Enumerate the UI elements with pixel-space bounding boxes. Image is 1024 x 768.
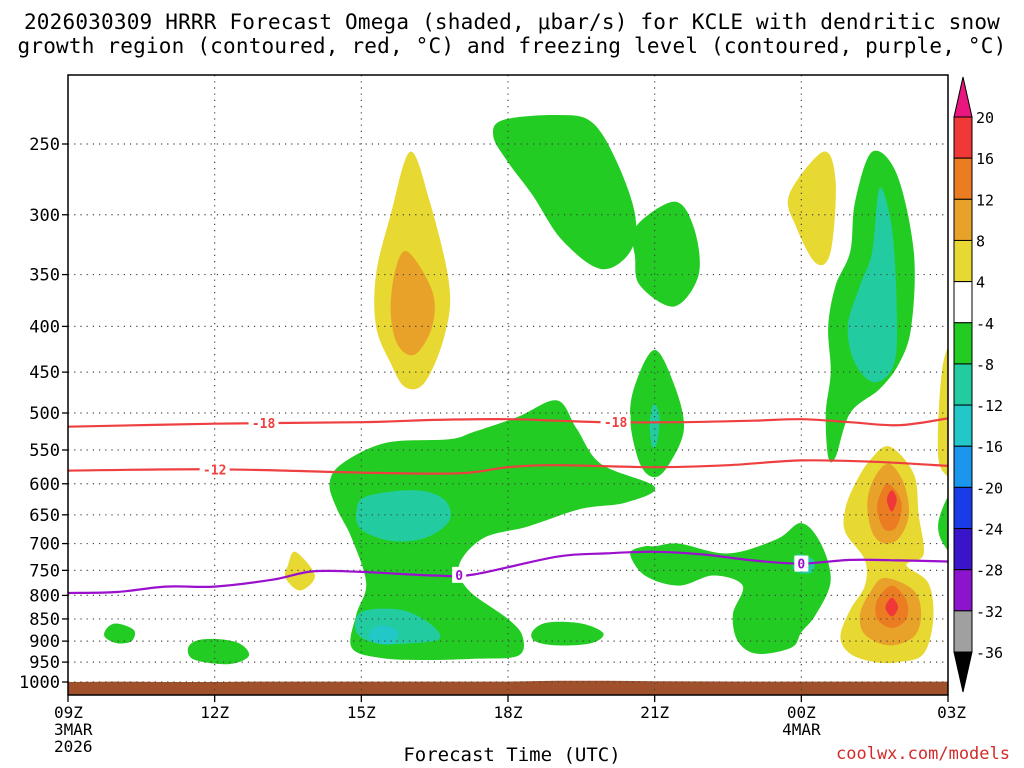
terrain-layer <box>68 680 948 695</box>
x-tick-label-00Z: 00Z <box>787 703 816 722</box>
x-tick-label-09Z: 09Z <box>54 703 83 722</box>
colorbar-label-0: 20 <box>976 109 994 127</box>
colorbar-label-12: -32 <box>976 603 1003 621</box>
y-tick-label-650: 650 <box>29 506 60 526</box>
y-tick-label-800: 800 <box>29 586 60 606</box>
y-tick-label-900: 900 <box>29 632 60 652</box>
isotherm-minus18-line-label-0: -18 <box>252 417 276 432</box>
omega-region-green-0 <box>492 114 637 270</box>
y-tick-label-500: 500 <box>29 404 60 424</box>
isotherm-minus12-line-label-0: -12 <box>203 463 226 478</box>
y-tick-label-950: 950 <box>29 653 60 673</box>
colorbar-box-1 <box>953 157 973 200</box>
colorbar-box-11 <box>953 569 973 612</box>
colorbar-box-2 <box>953 198 973 241</box>
colorbar-box-12 <box>953 610 973 653</box>
y-tick-label-1000: 1000 <box>19 673 60 693</box>
colorbar-box-7 <box>953 404 973 447</box>
colorbar-box-9 <box>953 486 973 530</box>
colorbar-box-0 <box>953 116 973 159</box>
colorbar-box-6 <box>953 363 973 406</box>
y-tick-label-450: 450 <box>29 363 60 383</box>
colorbar-label-3: 8 <box>976 232 985 250</box>
omega-region-green-9 <box>104 623 136 644</box>
chart-title-line-2: growth region (contoured, red, °C) and f… <box>17 34 1007 58</box>
omega-region-teal-13 <box>649 403 660 448</box>
omega-region-green-10 <box>187 638 250 665</box>
colorbar-label-9: -20 <box>976 479 1003 497</box>
omega-colorbar: 20 16 12 8 4 -4 -8 -12 -16 -20 -24 -28 -32 -36 <box>953 76 1003 693</box>
x-tick-label-12Z: 12Z <box>200 703 229 722</box>
y-tick-label-850: 850 <box>29 610 60 630</box>
x-tick-sublabel2-09Z: 2026 <box>54 737 93 756</box>
isotherm-minus12-line-label-bg-0 <box>199 461 230 478</box>
chart-title-line-1: 2026030309 HRRR Forecast Omega (shaded, … <box>23 10 1001 34</box>
omega-region-yellow-8 <box>284 551 315 591</box>
colorbar-box-10 <box>953 528 973 571</box>
pressure-axis: 2503003504004505005506006507007508008509… <box>19 135 68 693</box>
omega-region-red-25 <box>886 490 897 512</box>
colorbar-label-5: -4 <box>976 315 994 333</box>
colorbar-label-1: 16 <box>976 150 994 168</box>
y-tick-label-750: 750 <box>29 561 60 581</box>
x-axis-label: Forecast Time (UTC) <box>403 744 621 766</box>
colorbar-label-6: -8 <box>976 356 994 374</box>
y-tick-label-300: 300 <box>29 206 60 226</box>
omega-region-yellow-16 <box>787 151 836 266</box>
terrain-fill <box>68 680 948 695</box>
omega-fill-layer <box>104 114 948 665</box>
colorbar-label-4: 4 <box>976 274 985 292</box>
colorbar-label-13: -36 <box>976 644 1003 662</box>
omega-region-cyan-7 <box>368 625 399 645</box>
freezing-level-line-label-1: 0 <box>797 558 805 573</box>
omega-region-teal-5 <box>356 490 451 542</box>
colorbar-label-2: 12 <box>976 191 994 209</box>
omega-region-green-14 <box>630 523 831 654</box>
omega-region-teal-18 <box>847 187 898 383</box>
isotherm-minus18-line-label-1: -18 <box>604 416 628 431</box>
freezing-level-line-label-0: 0 <box>455 569 463 584</box>
omega-region-red-26 <box>885 597 899 617</box>
isotherm-minus18-line-label-bg-0 <box>248 415 279 432</box>
omega-region-green-11 <box>531 621 604 646</box>
y-tick-label-600: 600 <box>29 475 60 495</box>
colorbar-label-7: -12 <box>976 397 1003 415</box>
credit-link[interactable]: coolwx.com/models <box>836 744 1010 764</box>
colorbar-box-5 <box>953 322 973 365</box>
x-tick-label-03Z: 03Z <box>937 703 966 722</box>
omega-region-green-1 <box>632 201 700 307</box>
x-tick-sublabel-00Z: 4MAR <box>782 720 821 739</box>
colorbar-box-4 <box>953 281 973 324</box>
colorbar-bottom-arrow <box>953 651 973 693</box>
colorbar-label-11: -28 <box>976 562 1003 580</box>
x-tick-label-21Z: 21Z <box>640 703 669 722</box>
colorbar-label-8: -16 <box>976 438 1003 456</box>
omega-region-orange-3 <box>390 250 435 356</box>
y-tick-label-550: 550 <box>29 441 60 461</box>
isotherm-minus12-line <box>67 459 949 475</box>
isotherm-minus18-line <box>67 417 949 428</box>
x-tick-label-18Z: 18Z <box>494 703 523 722</box>
x-tick-sublabel-09Z: 3MAR <box>54 720 93 739</box>
y-tick-label-400: 400 <box>29 317 60 337</box>
colorbar-box-3 <box>953 239 973 283</box>
y-tick-label-350: 350 <box>29 266 60 286</box>
omega-region-yellow-19 <box>937 346 948 523</box>
y-tick-label-250: 250 <box>29 135 60 155</box>
isotherm-minus18-line-label-bg-1 <box>600 414 631 431</box>
y-tick-label-700: 700 <box>29 535 60 555</box>
freezing-level-line-label-bg-0 <box>452 566 467 583</box>
freezing-level-line-label-bg-1 <box>794 555 809 572</box>
colorbar-top-arrow <box>953 76 973 118</box>
colorbar-box-8 <box>953 445 973 488</box>
x-tick-label-15Z: 15Z <box>347 703 376 722</box>
contour-line-layer: -18 -18 -12 0 0 <box>67 414 949 595</box>
omega-region-green-27 <box>938 496 948 551</box>
colorbar-label-10: -24 <box>976 521 1003 539</box>
grid-layer <box>68 75 948 695</box>
